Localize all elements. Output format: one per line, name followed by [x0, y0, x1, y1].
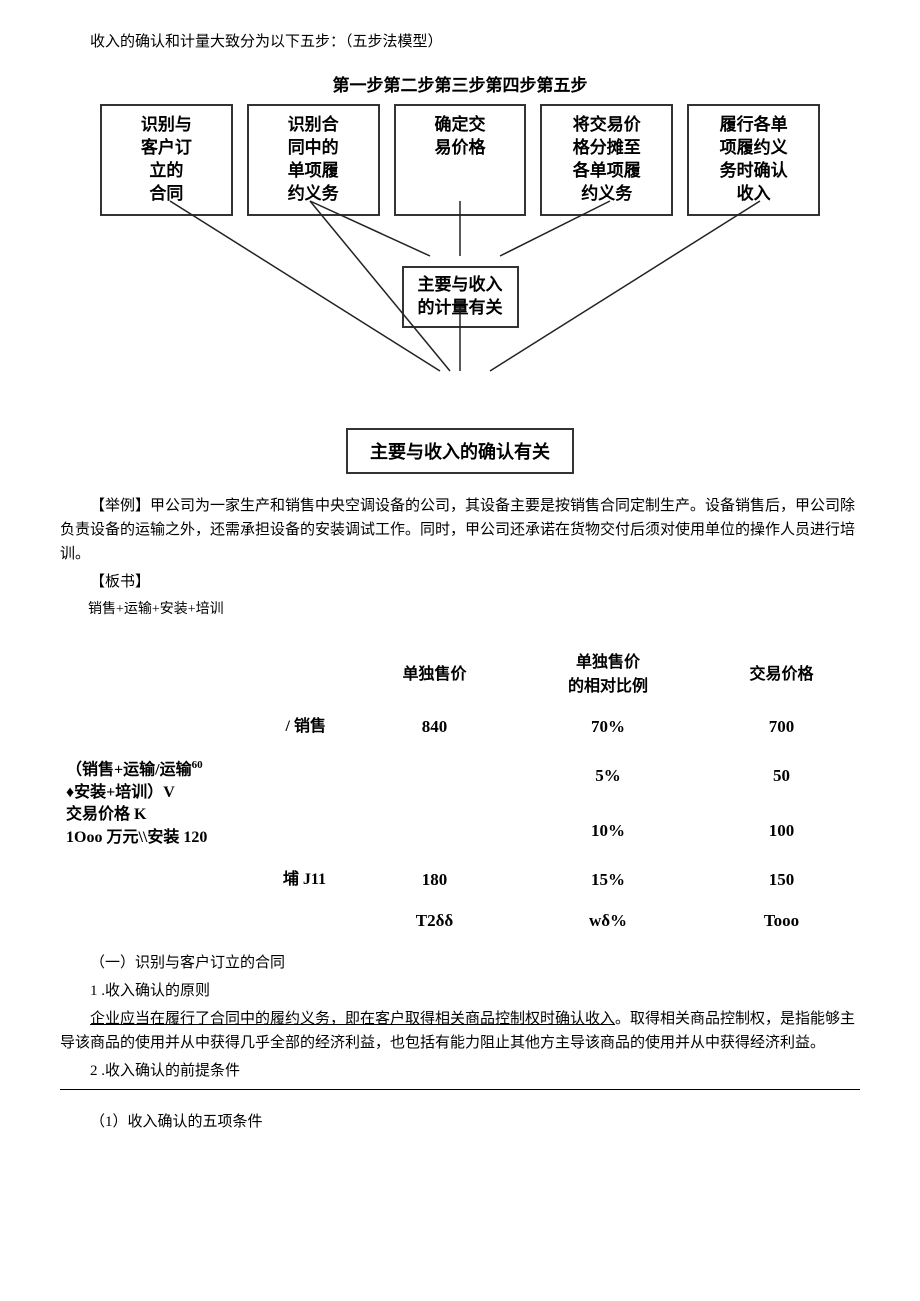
bottom-box: 主要与收入的确认有关: [346, 428, 574, 474]
row2-c2: 5%: [513, 748, 703, 803]
row4-c2: 15%: [513, 859, 703, 901]
table-row: T2δδ wδ% Tooo: [60, 901, 860, 941]
step-box-3: 确定交 易价格: [394, 104, 527, 216]
row3-c3: 100: [703, 803, 860, 858]
header-blank: [60, 638, 356, 706]
row4-c1: 180: [356, 859, 513, 901]
section1-title: （一）识别与客户订立的合同: [60, 951, 860, 975]
row2-c1: [356, 748, 513, 803]
example-paragraph: 【举例】甲公司为一家生产和销售中央空调设备的公司，其设备主要是按销售合同定制生产…: [60, 494, 860, 566]
example-label: 【举例】: [90, 498, 150, 514]
row1-label: / 销售: [60, 706, 356, 748]
row5-c2: wδ%: [513, 901, 703, 941]
row1-c2: 70%: [513, 706, 703, 748]
row3-c2: 10%: [513, 803, 703, 858]
step-box-4: 将交易价 格分摊至 各单项履 约义务: [540, 104, 673, 216]
table-row: （销售+运输/运输60♦安装+培训）V交易价格 K1Ooo 万元\\安装 120…: [60, 748, 860, 803]
table-header-row: 单独售价 单独售价 的相对比例 交易价格: [60, 638, 860, 706]
divider: [60, 1089, 860, 1090]
row5-label: [60, 901, 356, 941]
point2: 2 .收入确认的前提条件: [60, 1059, 860, 1083]
board-line: 销售+运输+安装+培训: [88, 598, 860, 618]
point1: 1 .收入确认的原则: [60, 979, 860, 1003]
steps-header: 第一步第二步第三步第四步第五步: [100, 71, 820, 96]
row1-c1: 840: [356, 706, 513, 748]
header-standalone-price: 单独售价: [356, 638, 513, 706]
step-box-2: 识别合 同中的 单项履 约义务: [247, 104, 380, 216]
row1-c3: 700: [703, 706, 860, 748]
example-text: 甲公司为一家生产和销售中央空调设备的公司，其设备主要是按销售合同定制生产。设备销…: [60, 498, 855, 562]
point2-sub: （1）收入确认的五项条件: [60, 1110, 860, 1134]
row3-c1: [356, 803, 513, 858]
price-table: 单独售价 单独售价 的相对比例 交易价格 / 销售 840 70% 700 （销…: [60, 638, 860, 942]
row4-c3: 150: [703, 859, 860, 901]
para1: 企业应当在履行了合同中的履约义务，即在客户取得相关商品控制权时确认收入。取得相关…: [60, 1007, 860, 1055]
board-label: 【板书】: [60, 570, 860, 594]
table-row: 埔 J11 180 15% 150: [60, 859, 860, 901]
row5-c1: T2δδ: [356, 901, 513, 941]
step-box-5: 履行各单 项履约义 务时确认 收入: [687, 104, 820, 216]
step-box-1: 识别与 客户订 立的 合同: [100, 104, 233, 216]
row2-label: （销售+运输/运输60♦安装+培训）V交易价格 K1Ooo 万元\\安装 120: [60, 748, 356, 859]
intro-line: 收入的确认和计量大致分为以下五步：（五步法模型）: [60, 30, 860, 51]
para1-underlined: 企业应当在履行了合同中的履约义务，即在客户取得相关商品控制权时确认收入: [90, 1011, 615, 1027]
middle-box: 主要与收入 的计量有关: [402, 266, 519, 328]
row2-c3: 50: [703, 748, 860, 803]
row4-label: 埔 J11: [60, 859, 356, 901]
header-relative-ratio: 单独售价 的相对比例: [513, 638, 703, 706]
header-transaction-price: 交易价格: [703, 638, 860, 706]
step-boxes-row: 识别与 客户订 立的 合同 识别合 同中的 单项履 约义务 确定交 易价格 将交…: [100, 104, 820, 216]
five-step-diagram: 第一步第二步第三步第四步第五步 识别与 客户订 立的 合同 识别合 同中的 单项…: [100, 71, 820, 474]
row5-c3: Tooo: [703, 901, 860, 941]
table-row: / 销售 840 70% 700: [60, 706, 860, 748]
